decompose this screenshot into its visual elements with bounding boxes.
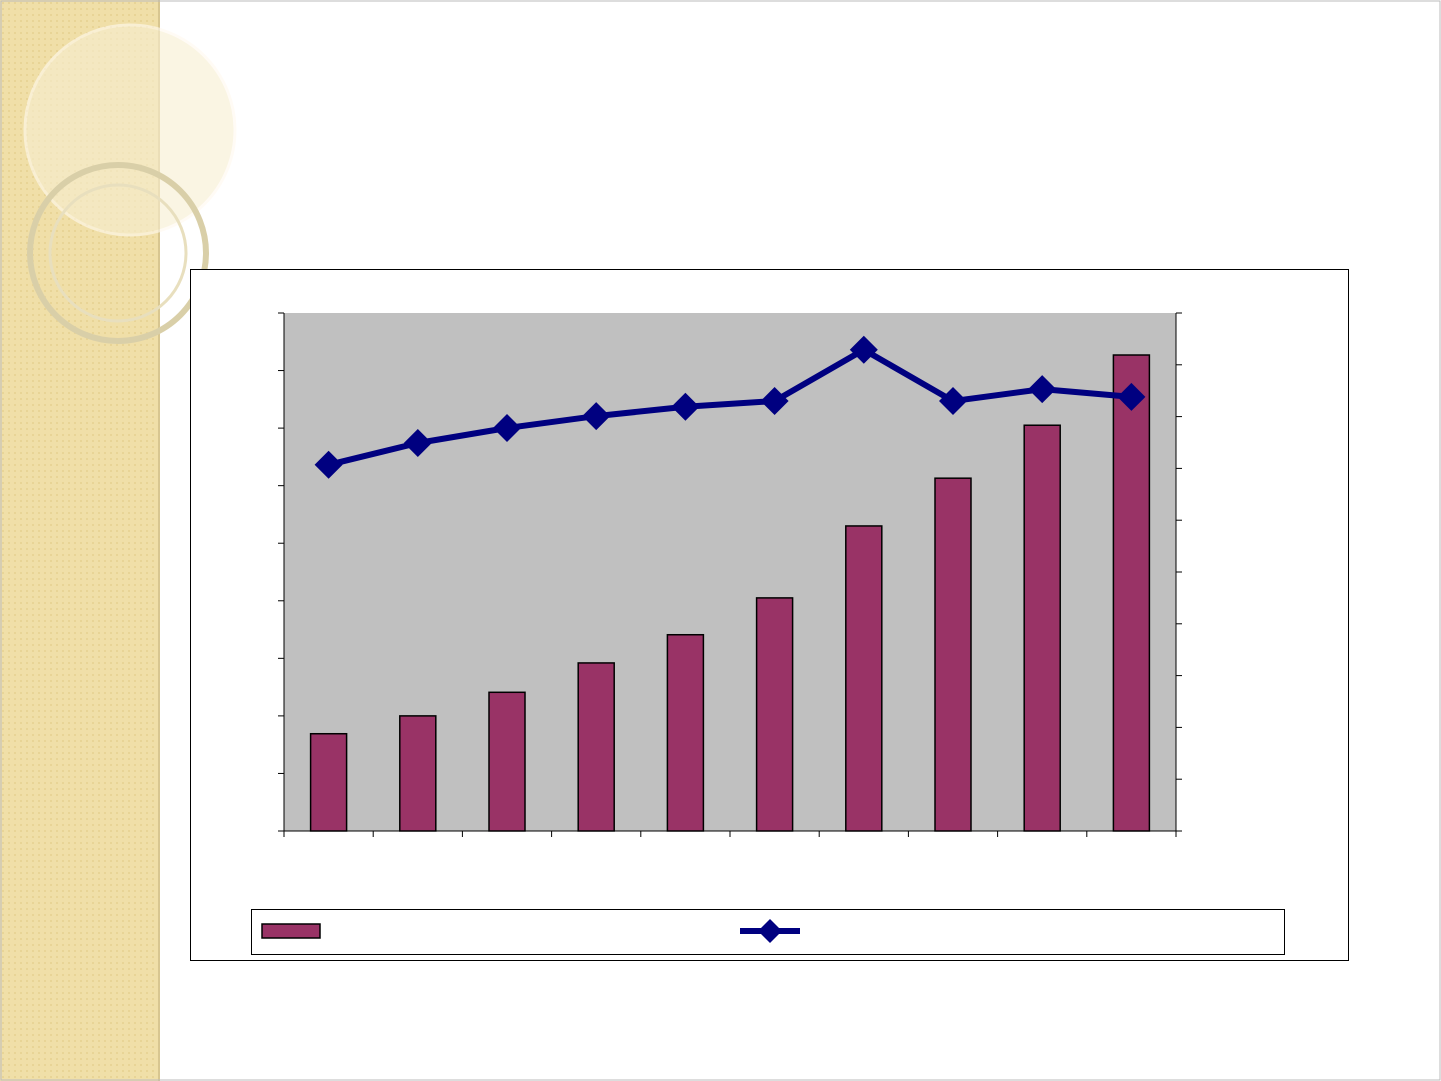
line-marker [582,402,611,431]
line-marker [1028,375,1057,404]
bar [755,597,794,832]
chart [251,312,1285,955]
deco-circle [23,23,237,237]
legend-swatch [261,923,321,939]
bar [309,732,348,832]
bar [399,715,437,832]
line-marker [314,450,343,479]
line [327,346,1132,468]
deco-circle [48,183,188,323]
bar [845,525,883,832]
bar [577,662,615,832]
line-marker [1117,382,1146,411]
legend-marker [758,919,782,943]
line-marker [760,387,789,416]
deco-circle [27,162,209,344]
line-marker [403,429,432,458]
bar [488,691,526,832]
line-marker [671,392,700,421]
bar [1112,354,1151,832]
line-marker [493,413,521,442]
line-marker [849,335,878,364]
bar [1023,424,1061,832]
line-marker [939,387,967,416]
bar [666,633,705,832]
bar [934,477,972,832]
